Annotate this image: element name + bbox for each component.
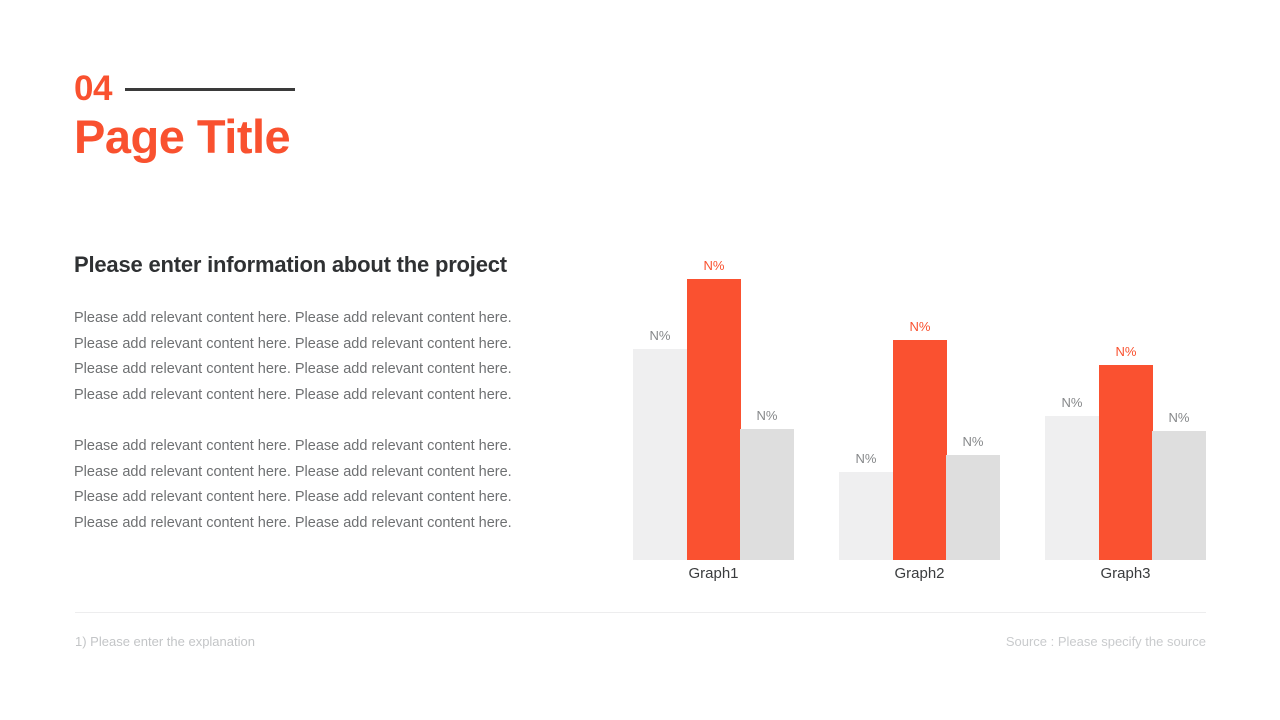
paragraph-line: Please add relevant content here. Please… [74, 335, 512, 352]
bar-graph3-series1[interactable]: N% [1045, 396, 1099, 560]
bar-label: N% [756, 408, 778, 424]
bar-group-graph3: N% N% N% Graph3 [1045, 241, 1224, 582]
paragraph-line: Please add relevant content here. Please… [74, 463, 512, 480]
bar-label: N% [1115, 344, 1137, 360]
bar-group-graph1: N% N% N% Graph1 [633, 241, 812, 582]
title-divider [124, 87, 295, 91]
bar-label: N% [703, 258, 725, 274]
footnote-text: 1) Please enter the explanation [75, 634, 255, 649]
axis-label-graph3: Graph3 [1100, 565, 1151, 582]
bar-label: N% [649, 328, 671, 344]
bar-graph3-series3[interactable]: N% [1152, 411, 1206, 560]
bar-graph2-series2[interactable]: N% [893, 320, 947, 560]
bar-group-graph2: N% N% N% Graph2 [839, 241, 1018, 582]
paragraph-line: Please add relevant content here. Please… [74, 310, 512, 326]
section-heading: Please enter information about the proje… [74, 252, 507, 277]
bar-label: N% [1061, 395, 1083, 411]
bar-graph1-series2[interactable]: N% [687, 259, 741, 560]
bar-graph1-series1[interactable]: N% [633, 329, 687, 560]
bar-graph2-series3[interactable]: N% [946, 435, 1000, 560]
page-number-row: 04 [74, 66, 295, 110]
bar-label: N% [909, 318, 931, 334]
bar-graph3-series2[interactable]: N% [1099, 345, 1153, 560]
axis-label-graph1: Graph1 [688, 565, 739, 582]
footer-divider [75, 612, 1206, 613]
paragraph-line: Please add relevant content here. Please… [74, 386, 512, 403]
bar-label: N% [1168, 409, 1190, 425]
paragraph-block: Please add relevant content here. Please… [74, 306, 574, 408]
page-title: Page Title [74, 110, 291, 163]
bar-chart: N% N% N% Graph1 N% N% N% Graph2 [615, 200, 1235, 582]
bar-graph1-series3[interactable]: N% [740, 409, 794, 560]
page-number: 04 [74, 68, 112, 108]
title-block: 04 Page Title [74, 66, 295, 161]
paragraph-line: Please add relevant content here. Please… [74, 489, 512, 505]
paragraph-line: Please add relevant content here. Please… [74, 361, 512, 377]
paragraph-line: Please add relevant content here. Please… [74, 438, 512, 454]
axis-label-graph2: Graph2 [894, 565, 945, 582]
bar-label: N% [855, 451, 877, 467]
paragraph-line: Please add relevant content here. Please… [74, 514, 512, 531]
bar-label: N% [962, 433, 984, 449]
bar-graph2-series1[interactable]: N% [839, 452, 893, 560]
paragraph-block: Please add relevant content here. Please… [74, 434, 574, 536]
source-text: Source : Please specify the source [1005, 634, 1206, 649]
content-column: Please enter information about the proje… [74, 252, 574, 536]
